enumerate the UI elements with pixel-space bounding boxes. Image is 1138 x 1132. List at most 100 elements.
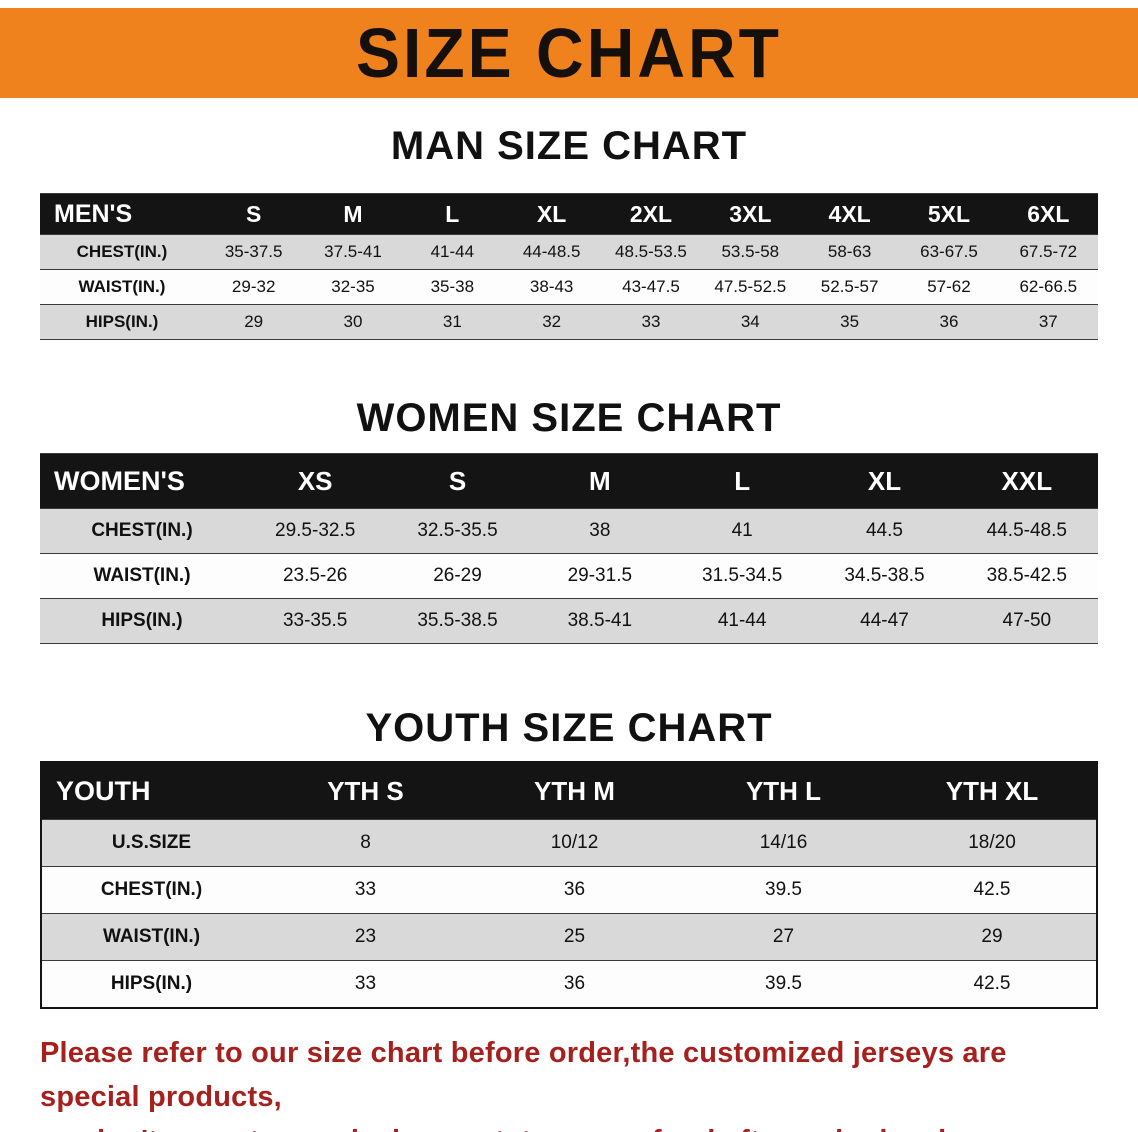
size-value-cell: 41-44 [670,598,814,644]
table-corner-label: YOUTH [41,761,261,820]
size-value-cell: 38.5-41 [528,598,671,644]
size-value-cell: 67.5-72 [998,234,1098,270]
size-value-cell: 57-62 [899,269,999,305]
size-value-cell: 62-66.5 [998,269,1098,305]
size-value-cell: 33 [601,304,701,340]
size-value-cell: 39.5 [679,960,888,1009]
table-header-row: WOMEN'S XS S M L XL XXL [40,453,1098,509]
women-size-chart-title: WOMEN SIZE CHART [356,396,782,440]
size-value-cell: 44.5-48.5 [955,508,1098,554]
size-value-cell: 23.5-26 [244,553,387,599]
table-header-row: YOUTH YTH S YTH M YTH L YTH XL [41,761,1097,820]
table-row: WAIST(IN.) 23 25 27 29 [41,913,1097,961]
size-value-cell: 29-32 [204,269,304,305]
size-value-cell: 43-47.5 [601,269,701,305]
size-value-cell: 32-35 [303,269,403,305]
size-value-cell: 34.5-38.5 [813,553,956,599]
table-row: U.S.SIZE 8 10/12 14/16 18/20 [41,819,1097,867]
size-value-cell: 42.5 [888,960,1097,1009]
size-value-cell: 35.5-38.5 [386,598,529,644]
row-label: U.S.SIZE [41,819,261,867]
size-value-cell: 42.5 [888,866,1097,914]
size-value-cell: 48.5-53.5 [601,234,701,270]
size-value-cell: 53.5-58 [700,234,800,270]
size-value-cell: 29-31.5 [528,553,671,599]
table-row: HIPS(IN.) 33 36 39.5 42.5 [41,960,1097,1009]
size-column-header: S [386,453,529,509]
size-value-cell: 41 [670,508,814,554]
size-value-cell: 37 [998,304,1098,340]
size-value-cell: 63-67.5 [899,234,999,270]
size-value-cell: 35-37.5 [204,234,304,270]
size-column-header: S [204,193,304,235]
size-value-cell: 33 [261,960,470,1009]
mens-size-table: MEN'S S M L XL 2XL 3XL 4XL 5XL 6XL CHEST(IN.) 35-37… [40,193,1098,340]
row-label: CHEST(IN.) [41,866,261,914]
size-column-header: YTH L [679,761,888,820]
size-column-header: M [528,453,671,509]
size-value-cell: 35 [799,304,900,340]
size-value-cell: 35-38 [402,269,502,305]
size-value-cell: 18/20 [888,819,1097,867]
size-value-cell: 32 [501,304,602,340]
row-label: WAIST(IN.) [41,913,261,961]
row-label: WAIST(IN.) [40,553,244,599]
size-column-header: 5XL [899,193,999,235]
size-value-cell: 29 [888,913,1097,961]
size-value-cell: 38-43 [501,269,602,305]
womens-size-table: WOMEN'S XS S M L XL XXL CHEST(IN.) 29.5-32.5 32.5… [40,453,1098,644]
table-corner-label: WOMEN'S [40,453,244,509]
size-value-cell: 58-63 [799,234,900,270]
size-value-cell: 27 [679,913,888,961]
size-value-cell: 14/16 [679,819,888,867]
size-value-cell: 26-29 [386,553,529,599]
row-label: HIPS(IN.) [40,598,244,644]
size-value-cell: 37.5-41 [303,234,403,270]
table-header-row: MEN'S S M L XL 2XL 3XL 4XL 5XL 6XL [40,193,1098,235]
size-value-cell: 31.5-34.5 [670,553,814,599]
size-value-cell: 33-35.5 [244,598,387,644]
table-row: CHEST(IN.) 35-37.5 37.5-41 41-44 44-48.5 48.5… [40,234,1098,270]
size-column-header: YTH XL [888,761,1097,820]
size-column-header: XL [813,453,956,509]
size-column-header: 6XL [998,193,1098,235]
size-value-cell: 30 [303,304,403,340]
size-value-cell: 36 [470,866,679,914]
order-policy-note-line2: we don't accept cancel, change, teturn o… [40,1119,1098,1132]
row-label: WAIST(IN.) [40,269,204,305]
size-column-header: 2XL [601,193,701,235]
size-value-cell: 52.5-57 [799,269,900,305]
table-row: CHEST(IN.) 33 36 39.5 42.5 [41,866,1097,914]
size-value-cell: 36 [470,960,679,1009]
size-column-header: XL [501,193,602,235]
size-value-cell: 8 [261,819,470,867]
size-column-header: M [303,193,403,235]
size-column-header: XS [244,453,387,509]
row-label: HIPS(IN.) [40,304,204,340]
size-value-cell: 44-47 [813,598,956,644]
size-value-cell: 44.5 [813,508,956,554]
size-value-cell: 41-44 [402,234,502,270]
size-value-cell: 34 [700,304,800,340]
size-value-cell: 31 [402,304,502,340]
table-row: WAIST(IN.) 23.5-26 26-29 29-31.5 31.5-34.5 34… [40,553,1098,599]
size-value-cell: 29.5-32.5 [244,508,387,554]
size-value-cell: 36 [899,304,999,340]
size-column-header: XXL [955,453,1098,509]
size-value-cell: 32.5-35.5 [386,508,529,554]
table-row: HIPS(IN.) 33-35.5 35.5-38.5 38.5-41 41-44 44-… [40,598,1098,644]
size-column-header: YTH M [470,761,679,820]
size-column-header: L [670,453,814,509]
size-column-header: L [402,193,502,235]
table-row: CHEST(IN.) 29.5-32.5 32.5-35.5 38 41 44.5 44.5… [40,508,1098,554]
size-value-cell: 33 [261,866,470,914]
size-value-cell: 47-50 [955,598,1098,644]
order-policy-note-line1: Please refer to our size chart before or… [40,1037,1007,1113]
size-value-cell: 47.5-52.5 [700,269,800,305]
size-value-cell: 38.5-42.5 [955,553,1098,599]
size-column-header: YTH S [261,761,470,820]
size-value-cell: 44-48.5 [501,234,602,270]
row-label: HIPS(IN.) [41,960,261,1009]
table-corner-label: MEN'S [40,193,204,235]
